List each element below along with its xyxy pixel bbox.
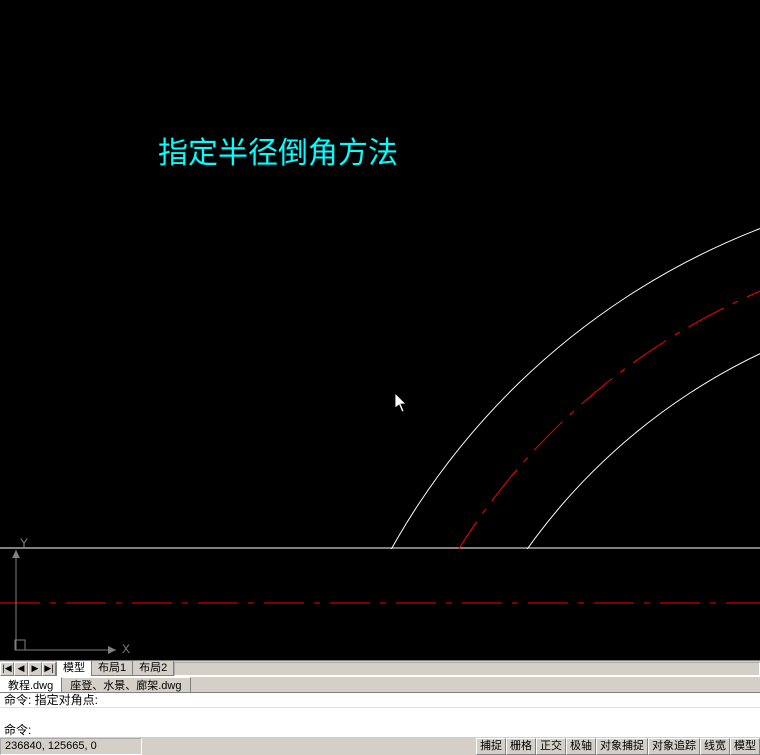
file-tabs-bar: 教程.dwg座登、水景、廊架.dwg [0, 676, 760, 692]
layout-tabs-bar: |◀◀▶▶| 模型布局1布局2 [0, 660, 760, 676]
command-input-row [0, 723, 760, 737]
status-toggle-3[interactable]: 极轴 [566, 738, 596, 755]
command-history-line-2 [0, 708, 760, 723]
coordinates-display: 236840, 125665, 0 [0, 738, 142, 755]
command-input[interactable] [0, 723, 760, 737]
status-bar: 236840, 125665, 0 捕捉栅格正交极轴对象捕捉对象追踪线宽模型 [0, 736, 760, 755]
layout-tab-2[interactable]: 布局2 [133, 661, 174, 676]
status-toggle-1[interactable]: 栅格 [506, 738, 536, 755]
layout-tab-1[interactable]: 布局1 [92, 661, 133, 676]
file-tab-0[interactable]: 教程.dwg [0, 677, 62, 693]
file-tab-1[interactable]: 座登、水景、廊架.dwg [62, 677, 190, 693]
layout-nav-buttons: |◀◀▶▶| [0, 662, 57, 676]
layout-nav-first[interactable]: |◀ [0, 662, 14, 676]
layout-tabs: 模型布局1布局2 [57, 661, 174, 676]
command-history-line-1: 命令: 指定对角点: [0, 693, 760, 708]
ucs-y-label: Y [20, 536, 28, 550]
annotation-text: 指定半径倒角方法 [158, 128, 398, 172]
status-toggle-6[interactable]: 线宽 [700, 738, 730, 755]
command-panel: 命令: 指定对角点: [0, 692, 760, 736]
ucs-x-label: X [122, 642, 130, 656]
status-toggle-2[interactable]: 正交 [536, 738, 566, 755]
status-toggle-0[interactable]: 捕捉 [476, 738, 506, 755]
layout-nav-next[interactable]: ▶ [28, 662, 42, 676]
layout-scroll-track[interactable] [174, 662, 760, 676]
drawing-svg [0, 0, 760, 660]
status-toggle-5[interactable]: 对象追踪 [648, 738, 700, 755]
status-toggle-7[interactable]: 模型 [730, 738, 760, 755]
layout-nav-last[interactable]: ▶| [42, 662, 56, 676]
drawing-canvas[interactable]: 指定半径倒角方法 X Y [0, 0, 760, 660]
cad-window: 指定半径倒角方法 X Y |◀◀▶▶| 模型布局1布局2 教程.dwg座登、水景… [0, 0, 760, 755]
layout-tab-0[interactable]: 模型 [57, 661, 92, 676]
status-toggle-4[interactable]: 对象捕捉 [596, 738, 648, 755]
layout-nav-prev[interactable]: ◀ [14, 662, 28, 676]
status-buttons: 捕捉栅格正交极轴对象捕捉对象追踪线宽模型 [476, 738, 760, 755]
file-tabs-blank [191, 677, 760, 692]
file-tabs: 教程.dwg座登、水景、廊架.dwg [0, 677, 191, 692]
